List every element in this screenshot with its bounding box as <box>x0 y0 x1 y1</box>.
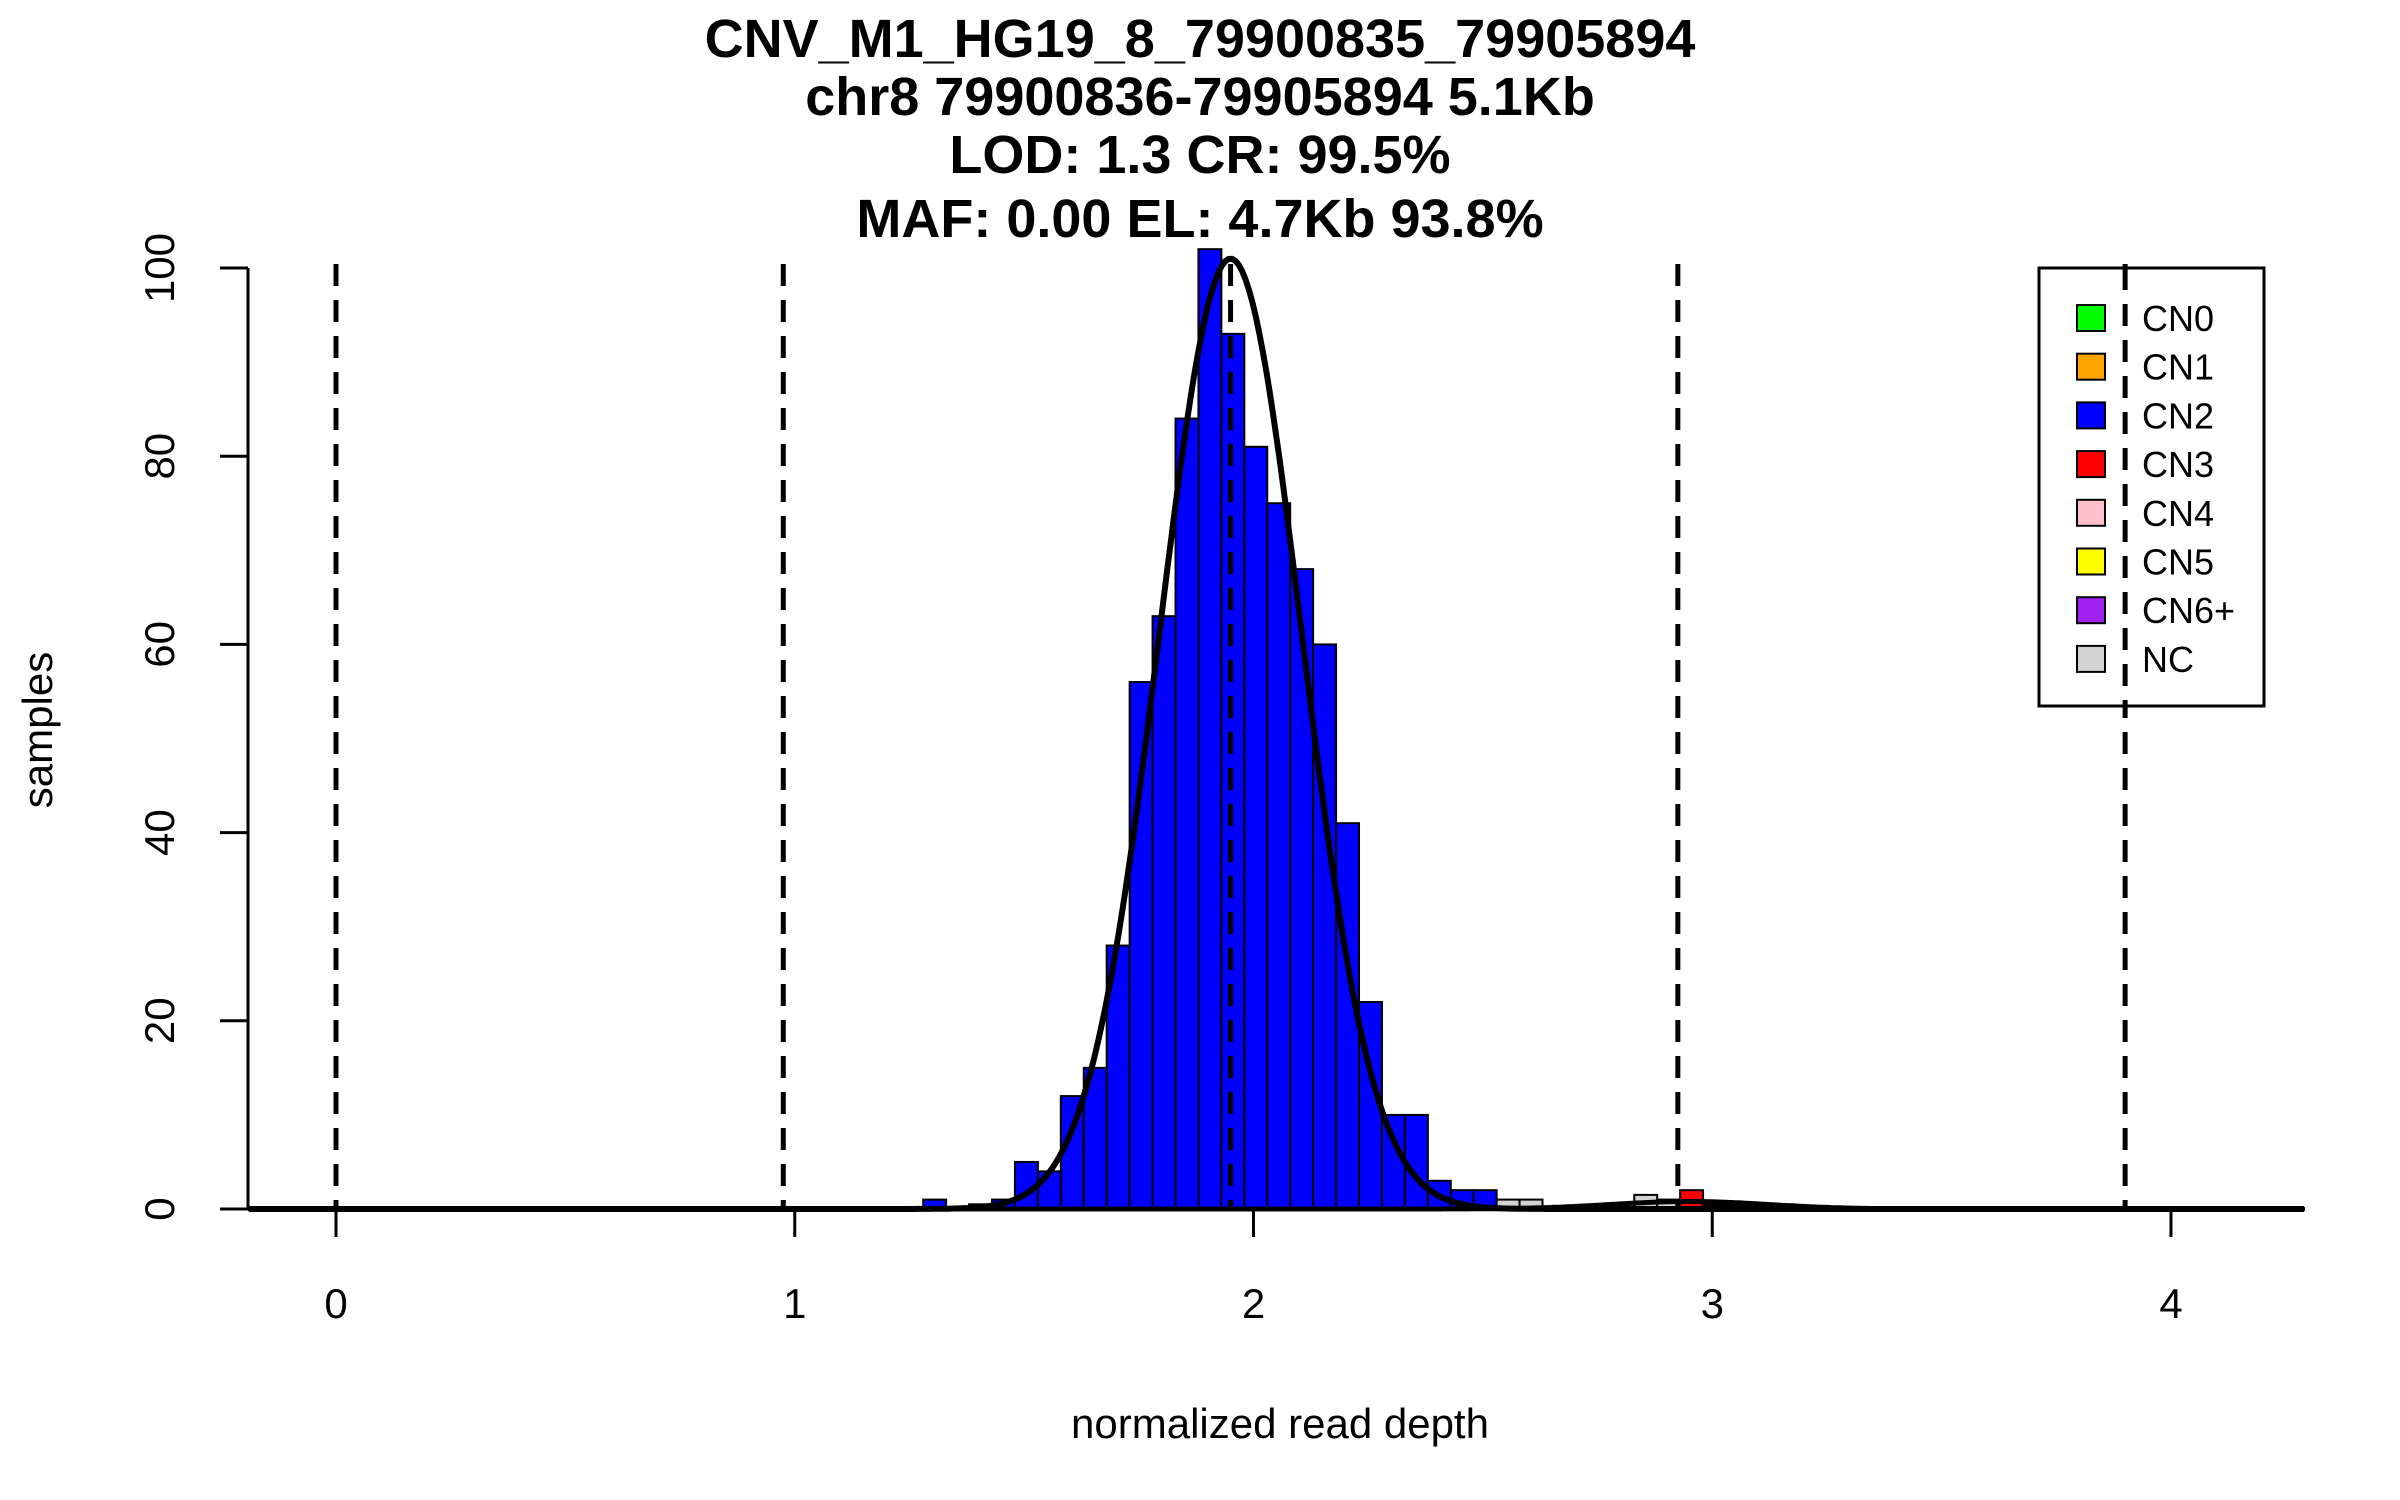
chart-title-line-1: CNV_M1_HG19_8_79900835_79905894 <box>704 9 1696 69</box>
legend-label-cn4: CN4 <box>2142 493 2214 534</box>
legend-swatch-cn3 <box>2076 450 2106 479</box>
x-tick-label-0: 0 <box>324 1280 347 1327</box>
x-axis-title: normalized read depth <box>1071 1400 1489 1447</box>
bar-cn2-15 <box>1289 568 1315 1210</box>
legend-swatch-cn0 <box>2076 304 2106 332</box>
legend-label-cn5: CN5 <box>2142 542 2214 583</box>
legend-swatch-cn4 <box>2076 498 2106 527</box>
legend-label-cn2: CN2 <box>2142 395 2214 436</box>
y-tick-label-3: 60 <box>136 621 183 668</box>
legend-label-cn1: CN1 <box>2142 347 2214 388</box>
legend-label-nc: NC <box>2142 639 2194 680</box>
legend-swatch-cn6plus <box>2076 596 2106 625</box>
y-tick-label-1: 20 <box>136 997 183 1044</box>
legend-box <box>2037 266 2266 708</box>
chart-title-line-4: MAF: 0.00 EL: 4.7Kb 93.8% <box>856 189 1544 249</box>
x-tick-label-4: 4 <box>2159 1280 2182 1327</box>
legend-swatch-cn2 <box>2076 401 2106 430</box>
y-tick-label-5: 100 <box>136 233 183 303</box>
y-tick-label-2: 40 <box>136 809 183 856</box>
legend-label-cn0: CN0 <box>2142 298 2214 339</box>
bar-cn2-11 <box>1197 248 1223 1210</box>
legend-swatch-nc <box>2076 644 2106 673</box>
chart-title-line-3: LOD: 1.3 CR: 99.5% <box>949 125 1451 185</box>
bar-cn2-9 <box>1151 615 1177 1210</box>
legend: CN0 CN1 CN2 CN3 CN4 CN5 CN6+ NC <box>2037 266 2266 708</box>
y-tick-label-4: 80 <box>136 433 183 480</box>
bar-cn2-14 <box>1266 502 1292 1210</box>
legend-swatch-cn5 <box>2076 547 2106 576</box>
chart-title-line-2: chr8 79900836-79905894 5.1Kb <box>805 67 1595 127</box>
legend-label-cn6plus: CN6+ <box>2142 590 2235 631</box>
bar-cn2-13 <box>1243 445 1269 1211</box>
bar-cn2-4 <box>1036 1170 1062 1210</box>
x-tick-label-1: 1 <box>783 1280 806 1327</box>
legend-label-cn3: CN3 <box>2142 444 2214 485</box>
x-tick-label-3: 3 <box>1701 1280 1724 1327</box>
histogram-bars <box>922 248 1796 1211</box>
y-tick-label-0: 0 <box>136 1197 183 1220</box>
legend-swatch-cn1 <box>2076 352 2106 381</box>
x-tick-label-2: 2 <box>1242 1280 1265 1327</box>
bar-cn2-10 <box>1174 417 1200 1210</box>
y-axis-title: samples <box>14 651 61 809</box>
